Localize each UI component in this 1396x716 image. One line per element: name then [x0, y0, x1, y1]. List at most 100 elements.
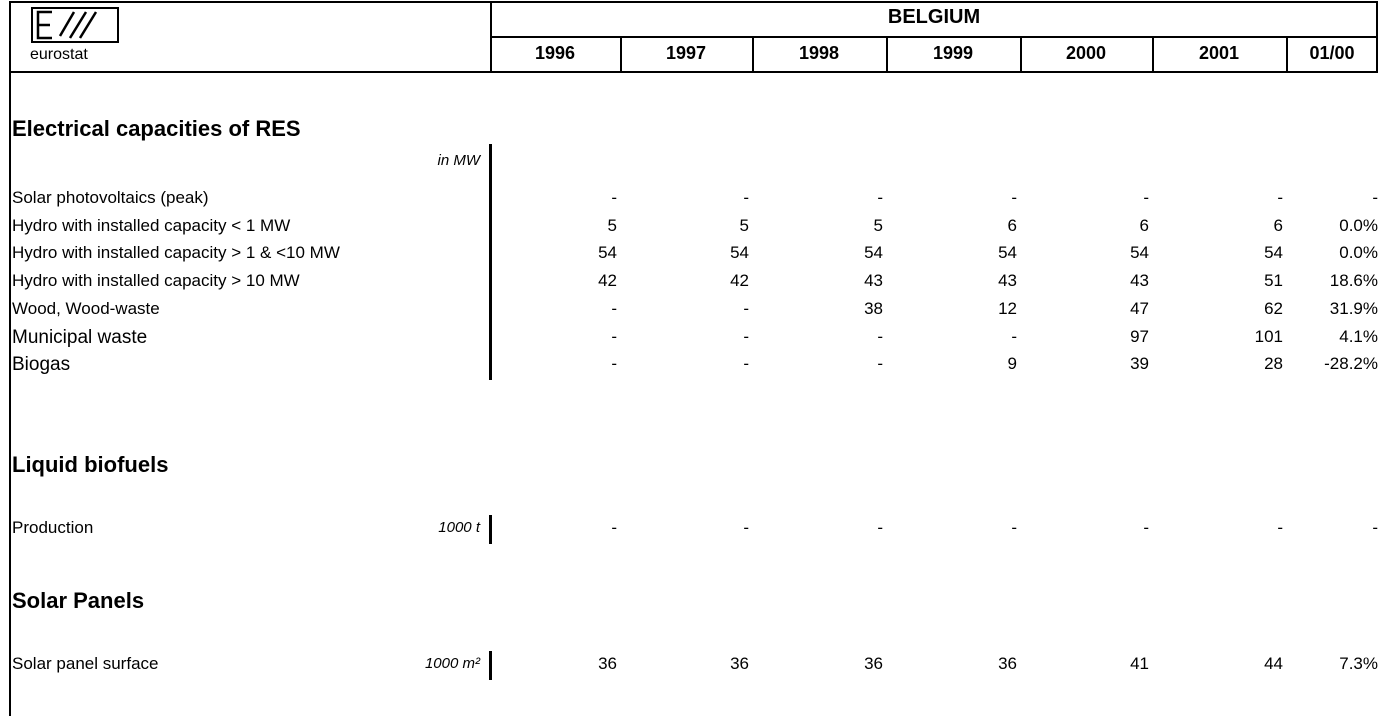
rule [489, 515, 492, 544]
cell: 5 [873, 215, 883, 235]
rule [489, 144, 492, 380]
rule [9, 1, 1378, 3]
row-label: Solar panel surface [12, 654, 159, 673]
rule [1152, 36, 1154, 73]
cell: 54 [598, 243, 617, 263]
section-title: Electrical capacities of RES [12, 116, 301, 141]
cell: 6 [1007, 215, 1017, 235]
logo [31, 7, 119, 43]
cell: 36 [864, 654, 883, 673]
cell: 38 [864, 298, 883, 318]
row-label: Hydro with installed capacity > 1 & <10 … [12, 243, 340, 263]
cell: 31.9% [1329, 298, 1378, 318]
cell: - [1277, 518, 1283, 537]
cell: - [1143, 188, 1149, 207]
rule [490, 36, 1378, 38]
row-label: Production [12, 518, 94, 537]
cell: 12 [998, 298, 1017, 318]
unit: in MW [437, 152, 481, 169]
cell: 36 [998, 654, 1017, 673]
row-label: Hydro with installed capacity > 10 MW [12, 271, 300, 291]
cell: - [611, 298, 617, 318]
cell: - [611, 354, 617, 374]
column-header: 2000 [1065, 43, 1107, 63]
cell: 6 [1273, 215, 1283, 235]
cell: - [743, 188, 749, 207]
column-header: 2001 [1198, 43, 1240, 63]
rule [489, 651, 492, 680]
cell: - [743, 354, 749, 374]
cell: 42 [730, 271, 749, 291]
cell: 54 [1264, 243, 1283, 263]
cell: 44 [1264, 654, 1283, 673]
column-header: 1998 [798, 43, 840, 63]
cell: - [611, 518, 617, 537]
cell: 5 [607, 215, 617, 235]
cell: 51 [1264, 271, 1283, 291]
cell: - [877, 326, 883, 346]
cell: - [877, 188, 883, 207]
cell: 97 [1130, 326, 1149, 346]
cell: 54 [998, 243, 1017, 263]
cell: 0.0% [1339, 243, 1378, 263]
cell: - [1143, 518, 1149, 537]
rule [1376, 1, 1378, 73]
column-header: 1999 [932, 43, 974, 63]
cell: - [877, 354, 883, 374]
cell: 42 [598, 271, 617, 291]
cell: - [1372, 518, 1378, 537]
row-label: Municipal waste [12, 326, 148, 348]
cell: - [877, 518, 883, 537]
column-header: 01/00 [1309, 43, 1355, 63]
cell: 43 [1130, 271, 1149, 291]
cell: - [743, 518, 749, 537]
cell: - [1277, 188, 1283, 207]
row-label: Wood, Wood-waste [12, 298, 160, 318]
unit: 1000 m² [424, 655, 480, 672]
cell: 62 [1264, 298, 1283, 318]
cell: 6 [1139, 215, 1149, 235]
column-header: 1996 [534, 43, 576, 63]
cell: - [611, 188, 617, 207]
row-label: Hydro with installed capacity < 1 MW [12, 215, 291, 235]
cell: 0.0% [1339, 215, 1378, 235]
row-label: Solar photovoltaics (peak) [12, 188, 209, 207]
rule [9, 1, 11, 716]
rule [752, 36, 754, 73]
rule [1020, 36, 1022, 73]
column-header: 1997 [665, 43, 707, 63]
cell: - [611, 326, 617, 346]
cell: 101 [1254, 326, 1283, 346]
cell: - [1011, 518, 1017, 537]
cell: 54 [864, 243, 883, 263]
cell: - [743, 326, 749, 346]
cell: 39 [1130, 354, 1149, 374]
country: BELGIUM [887, 6, 981, 28]
rule [620, 36, 622, 73]
cell: - [743, 298, 749, 318]
cell: - [1011, 326, 1017, 346]
cell: 18.6% [1329, 271, 1378, 291]
section-title: Liquid biofuels [12, 452, 169, 477]
rule [490, 1, 492, 73]
unit: 1000 t [438, 519, 480, 536]
cell: 7.3% [1339, 654, 1378, 673]
rule [9, 71, 1378, 73]
cell: 41 [1130, 654, 1149, 673]
cell: -28.2% [1324, 354, 1378, 374]
cell: 36 [598, 654, 617, 673]
rule [886, 36, 888, 73]
cell: 9 [1007, 354, 1017, 374]
row-label: Biogas [12, 354, 71, 376]
cell: 54 [730, 243, 749, 263]
cell: 4.1% [1339, 326, 1378, 346]
cell: - [1011, 188, 1017, 207]
cell: 54 [1130, 243, 1149, 263]
logo-text: eurostat [30, 46, 88, 63]
section-title: Solar Panels [12, 588, 145, 613]
cell: 47 [1130, 298, 1149, 318]
cell: 28 [1264, 354, 1283, 374]
cell: 43 [998, 271, 1017, 291]
cell: 43 [864, 271, 883, 291]
